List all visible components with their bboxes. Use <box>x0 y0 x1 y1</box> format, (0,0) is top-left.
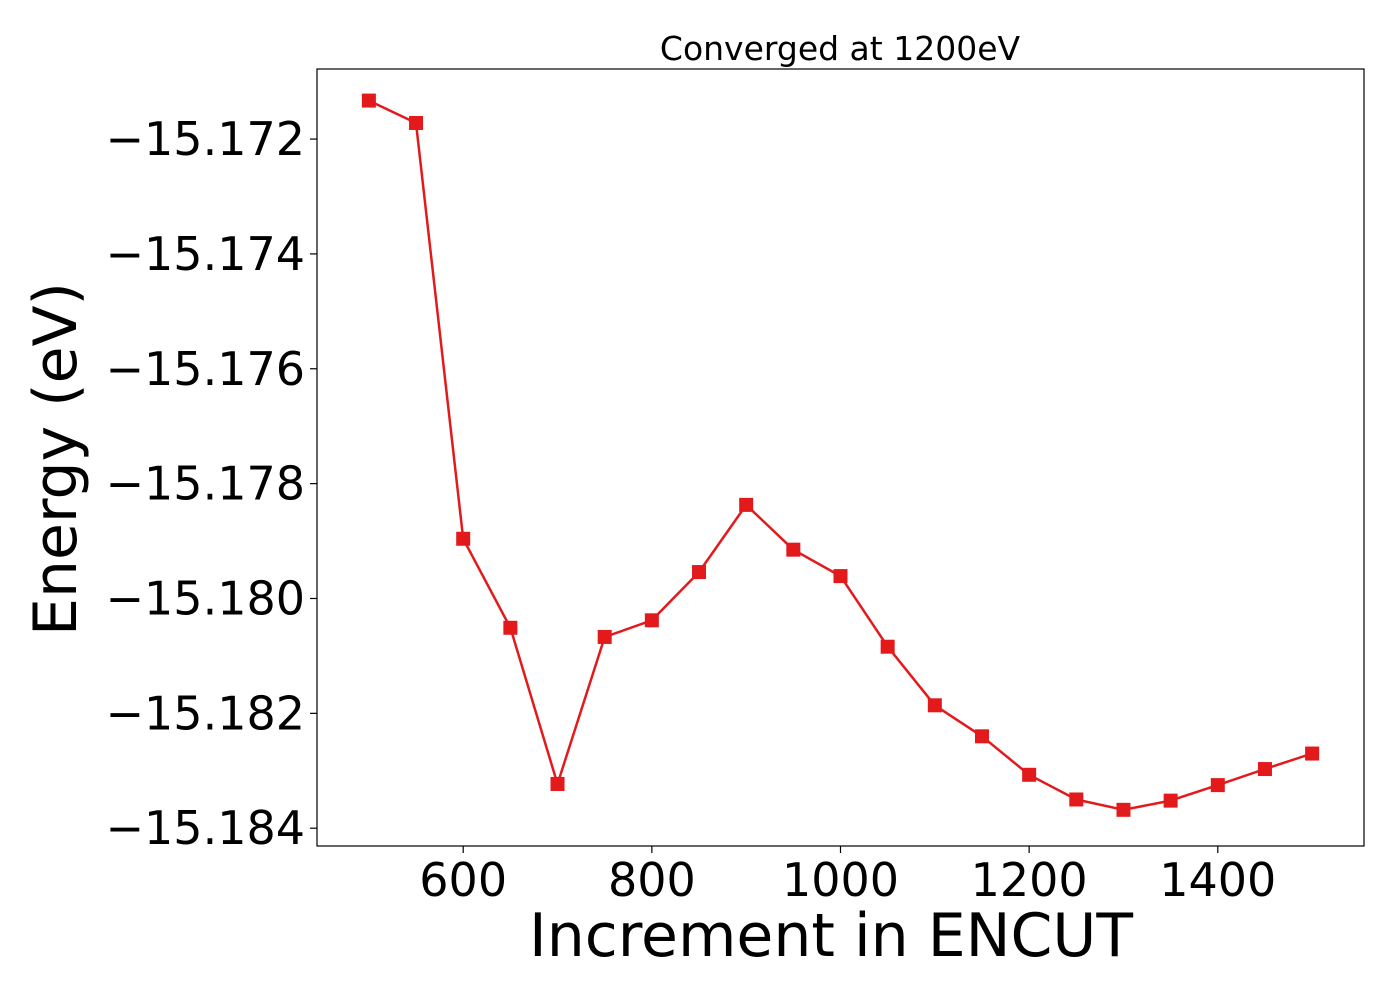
series-line <box>368 99 1313 812</box>
x-tick-label: 1400 <box>1159 853 1276 907</box>
data-point-marker <box>503 620 518 635</box>
data-point-marker <box>692 565 707 580</box>
data-point-marker <box>786 542 801 557</box>
data-point-marker <box>361 93 376 108</box>
x-axis-title-group: Increment in ENCUT <box>529 901 1133 971</box>
x-tick-label: 1000 <box>782 853 899 907</box>
plot-frame <box>316 68 1365 847</box>
data-point-marker <box>974 729 989 744</box>
y-tick-label: −15.172 <box>106 112 306 166</box>
data-point-marker <box>1116 802 1131 817</box>
y-axis-title-group: Energy (eV) <box>21 282 91 636</box>
y-tick-label: −15.174 <box>106 227 306 281</box>
data-point-marker <box>1022 767 1037 782</box>
data-point-marker <box>456 531 471 546</box>
x-axis-title: Increment in ENCUT <box>529 901 1133 971</box>
y-tick-label: −15.178 <box>106 457 306 511</box>
data-point-marker <box>880 639 895 654</box>
data-point-marker <box>1069 792 1084 807</box>
axis-ticks: 600 800 1000 1200 1400 −15.172 −15.174 −15.176 −… <box>106 112 1277 907</box>
data-point-marker <box>644 613 659 628</box>
x-tick-label: 1200 <box>971 853 1088 907</box>
y-tick-label: −15.184 <box>106 801 306 855</box>
data-point-marker <box>409 115 424 130</box>
data-point-marker <box>1257 762 1272 777</box>
y-tick-label: −15.180 <box>106 571 306 625</box>
data-point-marker <box>739 497 754 512</box>
data-point-marker <box>1210 778 1225 793</box>
y-tick-label: −15.176 <box>106 342 306 396</box>
data-point-marker <box>597 629 612 644</box>
x-tick-label: 800 <box>608 853 696 907</box>
y-tick-label: −15.182 <box>106 686 306 740</box>
x-tick-label: 600 <box>419 853 507 907</box>
chart-title: Converged at 1200eV <box>660 29 1021 68</box>
data-point-marker <box>1305 746 1320 761</box>
data-series <box>361 93 1320 817</box>
data-point-marker <box>927 698 942 713</box>
data-point-marker <box>1163 793 1178 808</box>
data-point-marker <box>550 776 565 791</box>
data-point-marker <box>833 569 848 584</box>
y-axis-title: Energy (eV) <box>21 282 91 636</box>
